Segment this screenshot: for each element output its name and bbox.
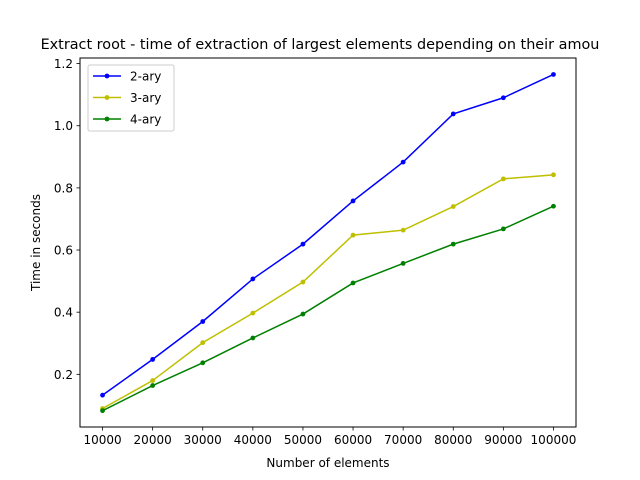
data-point-2-ary bbox=[400, 159, 406, 165]
data-point-4-ary bbox=[100, 408, 105, 414]
legend-label: 4-ary bbox=[130, 113, 161, 127]
data-point-2-ary bbox=[250, 276, 256, 282]
y-tick-label: 0.8 bbox=[54, 181, 73, 195]
x-axis-label: Number of elements bbox=[266, 456, 389, 470]
x-tick-label: 40000 bbox=[234, 433, 272, 447]
chart-title: Extract root - time of extraction of lar… bbox=[41, 37, 600, 53]
data-point-2-ary bbox=[350, 198, 356, 204]
data-point-4-ary bbox=[350, 280, 356, 286]
data-point-4-ary bbox=[200, 360, 206, 366]
data-point-4-ary bbox=[400, 260, 406, 266]
x-tick-label: 20000 bbox=[134, 433, 172, 447]
data-point-2-ary bbox=[100, 392, 105, 398]
y-axis-ticks: 0.2 0.4 0.6 0.8 1.0 1.2 bbox=[54, 57, 80, 382]
data-point-4-ary bbox=[250, 335, 256, 341]
data-point-4-ary bbox=[500, 226, 506, 232]
legend-marker bbox=[104, 73, 110, 79]
legend-label: 2-ary bbox=[130, 70, 161, 84]
x-tick-label: 60000 bbox=[334, 433, 372, 447]
data-point-3-ary bbox=[150, 378, 156, 383]
data-point-3-ary bbox=[450, 204, 456, 209]
x-tick-label: 80000 bbox=[434, 433, 472, 447]
x-tick-label: 30000 bbox=[184, 433, 222, 447]
x-tick-label: 90000 bbox=[484, 433, 522, 447]
data-point-2-ary bbox=[300, 241, 306, 247]
y-tick-label: 1.0 bbox=[54, 119, 73, 133]
series-line-3-ary bbox=[102, 174, 554, 410]
data-point-4-ary bbox=[150, 383, 156, 388]
data-point-4-ary bbox=[300, 311, 306, 317]
legend-box bbox=[87, 64, 175, 132]
x-tick-label: 10000 bbox=[83, 433, 121, 447]
y-tick-label: 1.2 bbox=[54, 57, 73, 71]
series-line-2-ary bbox=[102, 73, 554, 396]
y-axis-label: Time in seconds bbox=[29, 194, 43, 292]
x-axis-ticks: 10000 20000 30000 40000 50000 60000 70000 80000… bbox=[83, 427, 576, 447]
y-tick-label: 0.4 bbox=[54, 306, 73, 320]
data-point-3-ary bbox=[200, 340, 206, 346]
data-point-2-ary bbox=[450, 111, 456, 117]
x-tick-label: 50000 bbox=[284, 433, 322, 447]
legend: 2-ary 3-ary 4-ary bbox=[87, 64, 175, 132]
y-tick-label: 0.2 bbox=[54, 368, 73, 382]
data-point-2-ary bbox=[551, 72, 556, 77]
legend-marker bbox=[104, 95, 110, 100]
plot-frame bbox=[79, 57, 577, 428]
data-point-3-ary bbox=[350, 232, 356, 238]
data-point-4-ary bbox=[551, 203, 556, 209]
legend-label: 3-ary bbox=[130, 91, 161, 105]
series-line-4-ary bbox=[102, 205, 554, 412]
y-tick-label: 0.6 bbox=[54, 244, 73, 258]
data-point-4-ary bbox=[450, 241, 456, 247]
data-point-3-ary bbox=[250, 310, 256, 316]
data-point-2-ary bbox=[150, 357, 156, 362]
data-point-3-ary bbox=[300, 279, 306, 285]
legend-marker bbox=[104, 116, 110, 122]
data-point-3-ary bbox=[400, 227, 406, 233]
data-point-2-ary bbox=[500, 95, 506, 101]
plot-lines bbox=[100, 72, 556, 414]
data-point-3-ary bbox=[551, 172, 556, 178]
x-tick-label: 70000 bbox=[384, 433, 422, 447]
x-tick-label: 100000 bbox=[531, 433, 577, 447]
data-point-3-ary bbox=[500, 176, 506, 182]
data-point-2-ary bbox=[200, 319, 206, 324]
